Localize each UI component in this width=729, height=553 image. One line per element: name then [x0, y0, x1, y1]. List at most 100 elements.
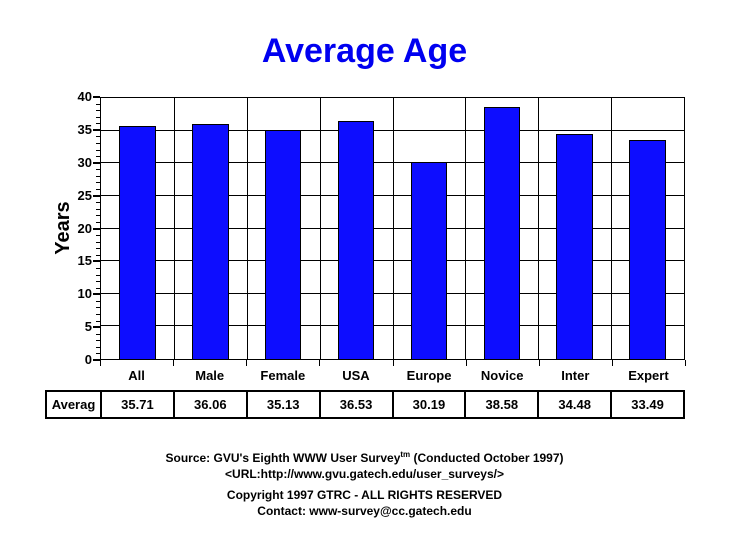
footer-text: Source: GVU's Eighth WWW User Surveytm (…	[0, 447, 729, 519]
gridline-vertical	[611, 98, 613, 359]
x-tick	[173, 360, 175, 366]
gridline-vertical	[392, 98, 394, 359]
x-axis-label: Inter	[561, 368, 590, 383]
y-minor-tick	[96, 110, 100, 112]
x-axis-label: Expert	[628, 368, 669, 383]
y-minor-tick	[96, 353, 100, 355]
y-tick-label: 15	[77, 253, 92, 269]
y-major-tick	[93, 161, 100, 164]
y-minor-tick	[96, 208, 100, 210]
gridline-vertical	[538, 98, 540, 359]
x-axis-label: Novice	[480, 368, 524, 383]
y-minor-tick	[96, 254, 100, 256]
x-tick	[465, 360, 467, 366]
y-minor-tick	[96, 267, 100, 269]
x-tick	[392, 360, 394, 366]
gridline-vertical	[465, 98, 467, 359]
y-tick-label: 35	[77, 121, 92, 137]
y-minor-tick	[96, 116, 100, 118]
y-minor-tick	[96, 313, 100, 315]
y-minor-tick	[96, 333, 100, 335]
y-minor-tick	[96, 287, 100, 289]
y-minor-tick	[96, 182, 100, 184]
table-cell: 30.19	[394, 392, 467, 417]
table-row-label: Averag	[47, 392, 102, 417]
x-tick	[319, 360, 321, 366]
y-minor-tick	[96, 221, 100, 223]
source-line: Source: GVU's Eighth WWW User Surveytm (…	[0, 447, 729, 466]
y-major-tick	[93, 96, 100, 98]
y-minor-tick	[96, 103, 100, 105]
table-cell: 35.71	[102, 392, 175, 417]
y-minor-tick	[96, 241, 100, 243]
y-minor-tick	[96, 340, 100, 342]
bar-europe	[410, 162, 448, 359]
source-date-text: (Conducted October 1997)	[410, 451, 564, 465]
y-minor-tick	[96, 175, 100, 177]
chart-title: Average Age	[261, 32, 468, 70]
bar-male	[192, 123, 229, 359]
y-major-tick	[93, 128, 100, 131]
bar-expert	[629, 140, 666, 359]
y-tick-label: 5	[84, 319, 92, 335]
y-tick-label: 20	[77, 220, 92, 236]
y-minor-tick	[96, 143, 100, 145]
y-minor-tick	[96, 281, 100, 283]
y-tick-label: 30	[77, 154, 92, 170]
x-tick	[685, 360, 686, 366]
source-text: Source: GVU's Eighth WWW User Survey	[165, 451, 401, 465]
table-cell: 34.48	[539, 392, 613, 417]
bar-novice	[483, 107, 521, 359]
x-axis-label: Male	[195, 368, 225, 383]
y-major-tick	[93, 293, 100, 296]
bar-inter	[556, 134, 593, 359]
y-minor-tick	[96, 136, 100, 138]
plot-area	[100, 97, 685, 360]
x-tick	[538, 360, 540, 366]
y-major-tick	[93, 260, 100, 263]
y-minor-tick	[96, 235, 100, 237]
trademark-sup: tm	[400, 450, 411, 459]
y-tick-label: 10	[77, 286, 92, 302]
bar-usa	[337, 120, 375, 359]
average-table: Averag 35.71 36.06 35.13 36.53 30.19 38.…	[45, 390, 685, 419]
table-cell: 35.13	[248, 392, 321, 417]
y-minor-tick	[96, 215, 100, 217]
x-axis-label: Female	[260, 368, 306, 383]
y-major-tick	[93, 227, 100, 230]
gridline-vertical	[246, 98, 248, 359]
y-minor-tick	[96, 248, 100, 250]
y-minor-tick	[96, 274, 100, 276]
y-tick-label: 25	[77, 187, 92, 203]
gridline-vertical	[319, 98, 321, 359]
x-tick	[611, 360, 613, 366]
table-cell: 38.58	[466, 392, 540, 417]
x-axis-labels: All Male Female USA Europe Novice Inter Expert	[100, 368, 685, 383]
y-major-tick	[93, 326, 100, 329]
x-axis-label: Europe	[406, 368, 452, 383]
y-minor-tick	[96, 307, 100, 309]
copyright-line: Copyright 1997 GTRC - ALL RIGHTS RESERVE…	[226, 488, 503, 502]
table-cell: 36.06	[175, 392, 248, 417]
bar-female	[264, 129, 302, 359]
x-axis-label: All	[128, 368, 145, 383]
y-major-tick	[93, 194, 100, 197]
x-axis-label: USA	[342, 368, 370, 383]
y-major-tick	[93, 359, 100, 361]
y-minor-tick	[96, 300, 100, 302]
y-minor-tick	[96, 189, 100, 191]
y-minor-tick	[96, 202, 100, 204]
contact-line: Contact: www-survey@cc.gatech.edu	[257, 504, 472, 518]
y-minor-tick	[96, 156, 100, 158]
y-minor-tick	[96, 123, 100, 125]
y-minor-tick	[96, 346, 100, 348]
url-line: <URL:http://www.gvu.gatech.edu/user_surv…	[225, 467, 504, 481]
table-cell: 36.53	[321, 392, 394, 417]
table-cell: 33.49	[631, 397, 664, 412]
y-tick-label: 40	[77, 89, 92, 104]
gridline-vertical	[173, 98, 175, 359]
y-minor-tick	[96, 149, 100, 151]
x-tick	[100, 360, 101, 366]
y-tick-label: 0	[84, 352, 92, 367]
